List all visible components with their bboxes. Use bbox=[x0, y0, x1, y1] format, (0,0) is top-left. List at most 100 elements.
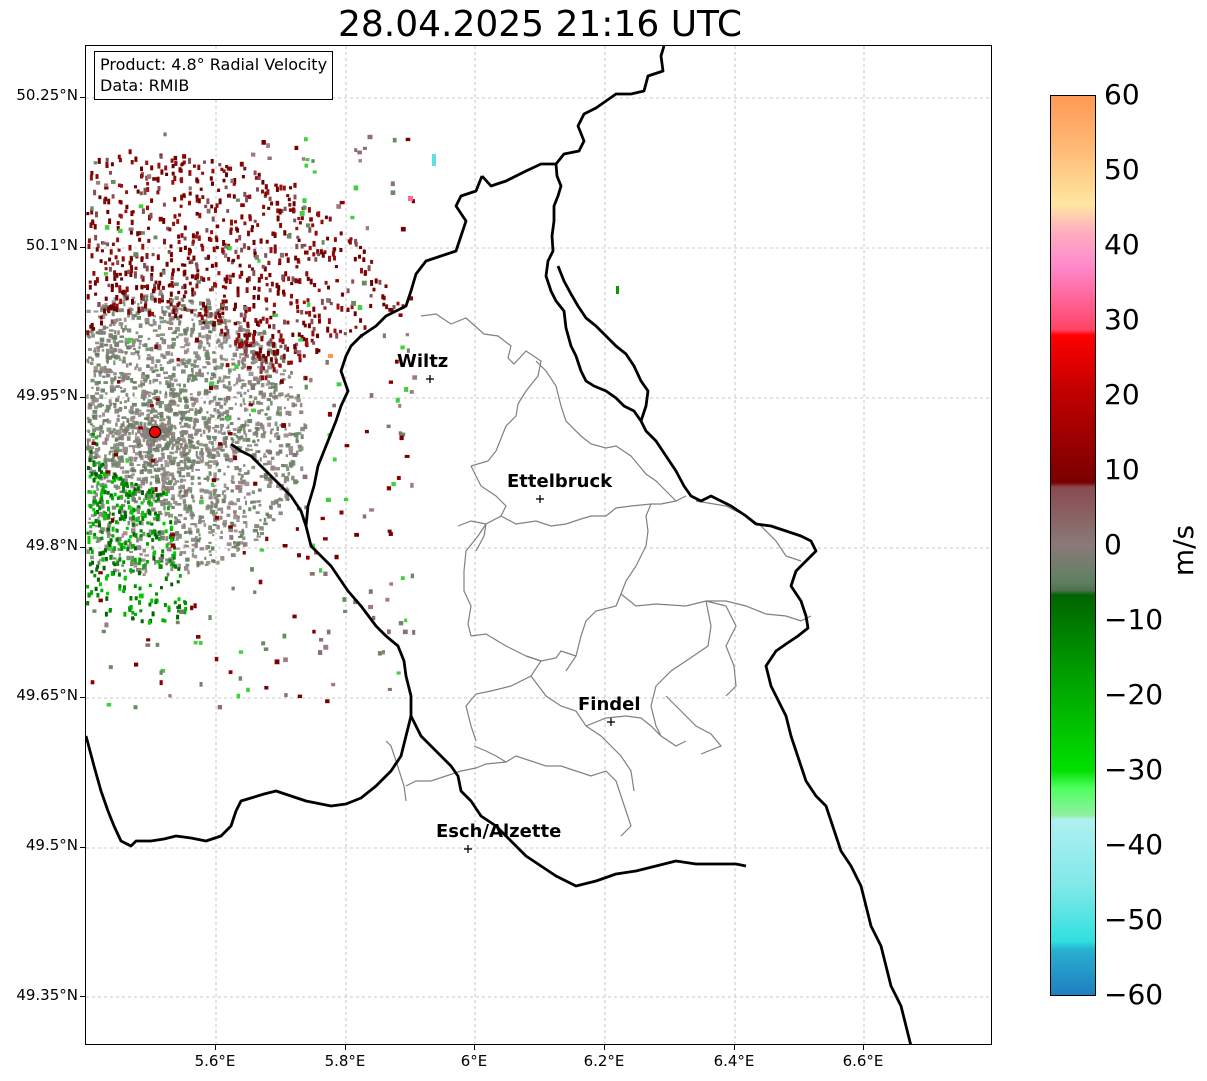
radar-echo-pixel bbox=[183, 388, 188, 393]
radar-echo-pixel bbox=[228, 246, 232, 251]
radar-echo-pixel bbox=[170, 497, 174, 501]
radar-echo-pixel bbox=[283, 344, 287, 350]
lat-tick-mark bbox=[80, 697, 85, 698]
radar-echo-pixel bbox=[195, 283, 199, 289]
radar-echo-pixel bbox=[241, 528, 245, 534]
radar-echo-pixel bbox=[265, 512, 269, 516]
radar-echo-pixel bbox=[258, 488, 262, 492]
radar-echo-pixel bbox=[246, 368, 252, 371]
radar-echo-pixel bbox=[112, 453, 116, 459]
radar-echo-pixel bbox=[328, 255, 331, 262]
radar-echo-pixel bbox=[200, 560, 203, 565]
radar-echo-pixel bbox=[268, 479, 273, 484]
country-borders bbox=[86, 46, 912, 1044]
radar-echo-pixel bbox=[87, 404, 93, 410]
radar-echo-pixel bbox=[246, 321, 250, 327]
radar-echo-pixel bbox=[349, 237, 353, 241]
radar-echo-pixel bbox=[147, 399, 153, 404]
radar-echo-pixel bbox=[115, 486, 118, 490]
radar-echo-pixel bbox=[236, 291, 240, 298]
radar-echo-pixel bbox=[94, 476, 98, 480]
radar-echo-pixel bbox=[306, 555, 310, 560]
radar-echo-pixel bbox=[278, 363, 282, 368]
radar-echo-pixel bbox=[184, 530, 187, 535]
radar-echo-pixel bbox=[146, 181, 150, 186]
radar-echo-pixel bbox=[175, 326, 180, 332]
radar-echo-pixel bbox=[150, 198, 154, 203]
radar-echo-pixel bbox=[149, 379, 152, 385]
radar-echo-pixel bbox=[221, 498, 226, 504]
radar-echo-pixel bbox=[267, 206, 271, 210]
radar-echo-pixel bbox=[204, 309, 208, 314]
radar-echo-pixel bbox=[237, 373, 241, 379]
radar-echo-pixel bbox=[115, 462, 119, 466]
lat-tick-label: 49.65°N bbox=[16, 686, 78, 704]
radar-echo-pixel bbox=[212, 351, 216, 354]
radar-echo-pixel bbox=[257, 294, 260, 301]
radar-echo-pixel bbox=[240, 214, 244, 220]
radar-echo-pixel bbox=[244, 420, 247, 425]
radar-echo-pixel bbox=[209, 385, 214, 391]
radar-echo-pixel bbox=[89, 547, 93, 551]
radar-echo-pixel bbox=[214, 424, 220, 429]
radar-echo-pixel bbox=[87, 490, 91, 494]
radar-echo-pixel bbox=[180, 346, 186, 349]
radar-echo-pixel bbox=[250, 567, 254, 572]
radar-echo-pixel bbox=[155, 436, 158, 442]
radar-echo-pixel bbox=[94, 405, 98, 410]
radar-echo-pixel bbox=[176, 580, 180, 584]
radar-echo-pixel bbox=[287, 197, 291, 202]
radar-echo-pixel bbox=[127, 475, 131, 479]
radar-echo-pixel bbox=[259, 422, 263, 427]
radar-echo-pixel bbox=[105, 352, 109, 357]
radar-echo-pixel bbox=[165, 261, 169, 267]
radar-echo-pixel bbox=[105, 357, 110, 363]
lon-tick-label: 5.8°E bbox=[324, 1052, 366, 1070]
radar-echo-pixel bbox=[88, 457, 92, 463]
radar-echo-pixel bbox=[153, 550, 157, 555]
radar-echo-pixel bbox=[195, 194, 199, 198]
radar-echo-pixel bbox=[97, 455, 101, 459]
radar-echo-pixel bbox=[166, 415, 170, 419]
colorbar-unit-label: m/s bbox=[1167, 524, 1201, 577]
radar-echo-pixel bbox=[145, 253, 149, 259]
radar-echo-pixel bbox=[149, 469, 153, 474]
radar-echo-pixel bbox=[243, 333, 247, 338]
radar-echo-pixel bbox=[152, 497, 156, 502]
radar-echo-pixel bbox=[285, 454, 289, 458]
radar-echo-pixel bbox=[279, 344, 283, 349]
radar-echo-pixel bbox=[220, 448, 225, 452]
radar-echo-pixel bbox=[86, 429, 91, 432]
radar-echo-pixel bbox=[117, 380, 121, 384]
radar-echo-pixel bbox=[156, 497, 160, 501]
radar-echo-pixel bbox=[111, 434, 115, 438]
map-panel[interactable] bbox=[85, 45, 992, 1045]
radar-echo-pixel bbox=[189, 393, 193, 396]
radar-echo-pixel bbox=[130, 219, 134, 226]
radar-echo-pixel bbox=[185, 276, 189, 281]
radar-echo-pixel bbox=[110, 319, 114, 324]
radar-echo-pixel bbox=[233, 396, 237, 399]
radar-echo-pixel bbox=[131, 467, 135, 472]
radar-echo-pixel bbox=[177, 567, 181, 571]
radar-echo-pixel bbox=[210, 204, 214, 209]
radar-echo-pixel bbox=[233, 529, 238, 533]
radar-echo-pixel bbox=[288, 395, 294, 399]
radar-echo-pixel bbox=[90, 206, 94, 211]
radar-echo-pixel bbox=[166, 572, 170, 577]
lon-tick-label: 6.6°E bbox=[842, 1052, 884, 1070]
radar-echo-pixel bbox=[107, 506, 110, 512]
radar-echo-pixel bbox=[265, 239, 269, 244]
radar-echo-pixel bbox=[266, 416, 270, 421]
radar-echo-pixel bbox=[99, 259, 103, 264]
radar-echo-pixel bbox=[225, 458, 230, 462]
radar-echo-pixel bbox=[136, 464, 141, 467]
radar-echo-pixel bbox=[287, 472, 291, 476]
radar-echo-pixel bbox=[99, 394, 104, 400]
radar-echo-pixel bbox=[191, 327, 195, 331]
radar-echo-pixel bbox=[161, 455, 165, 460]
radar-echo-pixel bbox=[136, 537, 139, 543]
radar-echo-pixel bbox=[191, 239, 195, 244]
radar-echo-pixel bbox=[226, 542, 232, 547]
radar-echo-pixel bbox=[207, 334, 212, 340]
